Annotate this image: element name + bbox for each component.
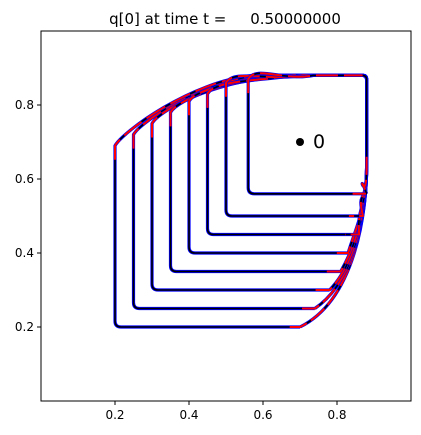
contour-blue-2 (150, 73, 369, 292)
contour-red-upper-7 (247, 72, 363, 94)
y-axis: 0.2 0.4 0.6 0.8 (15, 98, 41, 334)
y-tick-label: 0.6 (15, 172, 34, 186)
contour-red-lower-7 (352, 156, 368, 195)
marker-label: 0 (313, 131, 325, 153)
contour-black-7 (247, 72, 368, 195)
x-axis: 0.2 0.4 0.6 0.8 (105, 401, 347, 422)
x-tick-label: 0.8 (327, 408, 346, 422)
contour-lines (113, 71, 369, 329)
y-tick-label: 0.4 (15, 246, 34, 260)
chart-title: q[0] at time t = 0.50000000 (109, 10, 341, 28)
contour-red-upper-3 (169, 74, 363, 127)
contour-blue-5 (205, 73, 369, 237)
x-tick-label: 0.6 (253, 408, 272, 422)
y-tick-label: 0.8 (15, 98, 34, 112)
contour-black-2 (151, 74, 368, 291)
contour-blue-3 (168, 73, 369, 274)
x-tick-label: 0.4 (179, 408, 198, 422)
marker-point (296, 138, 304, 146)
axes-frame (40, 30, 412, 402)
contour-black-5 (206, 74, 368, 236)
contour-black-3 (169, 74, 368, 273)
contour-red-upper-2 (151, 74, 363, 138)
contour-blue-4 (187, 73, 369, 255)
contour-blue-7 (246, 71, 369, 196)
contour-black-4 (188, 74, 368, 254)
x-tick-label: 0.2 (105, 408, 124, 422)
y-tick-label: 0.2 (15, 320, 34, 334)
contour-red-upper-4 (188, 74, 363, 116)
marker-group: 0 (296, 131, 325, 153)
plot-area: 0 (40, 30, 412, 402)
